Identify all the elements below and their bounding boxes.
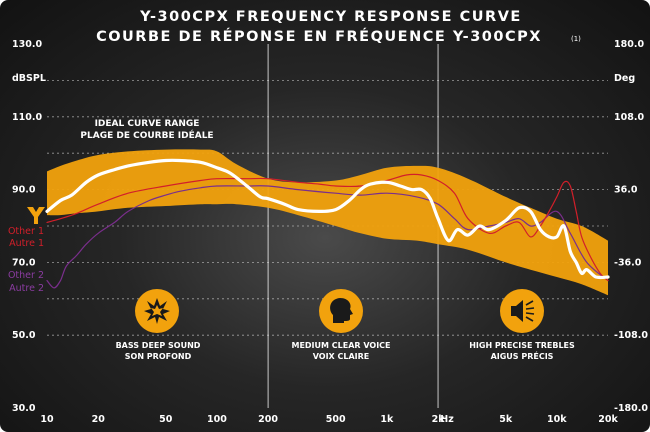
y2-tick-label: 180.0 — [614, 39, 644, 50]
x-tick-label: 100 — [207, 414, 227, 425]
y-axis-unit-right: Deg — [614, 73, 635, 84]
y-tick-label: 130.0 — [12, 39, 42, 50]
ideal-range-label-en: IDEAL CURVE RANGE — [95, 119, 200, 129]
y-tick-label: 30.0 — [12, 403, 36, 414]
y2-tick-label: -180.0 — [614, 403, 648, 414]
y-axis-unit-left: dBSPL — [12, 73, 46, 84]
chart-title-line2: COURBE DE RÉPONSE EN FRÉQUENCE Y-300CPX — [96, 28, 542, 45]
bass-label-en: BASS DEEP SOUND — [116, 341, 201, 350]
y2-tick-label: -36.0 — [614, 257, 642, 268]
y-axis-ticks: 30.0 50.0 70.0 90.0 110.0 130.0 -180.0 -108.0 -3… — [12, 39, 648, 414]
x-axis-ticks: 10 20 50 100 200 500 1k 2k 5k 10k 20k — [40, 414, 618, 425]
bass-label-fr: SON PROFOND — [125, 352, 192, 361]
head-speaking-icon — [330, 298, 353, 323]
medium-label-fr: VOIX CLAIRE — [313, 352, 370, 361]
chart-title-line1: Y-300CPX FREQUENCY RESPONSE CURVE — [139, 9, 522, 25]
x-tick-label: 5k — [499, 414, 513, 425]
speaker-icon — [511, 300, 535, 322]
series-other1 — [46, 173, 609, 282]
x-tick-label: 20k — [598, 414, 618, 425]
series-main-y300cpx — [45, 158, 610, 280]
x-axis-unit: Hz — [440, 414, 454, 425]
x-tick-label: 20 — [92, 414, 106, 425]
explosion-icon — [144, 298, 170, 324]
y2-tick-label: 36.0 — [614, 185, 638, 196]
band-high: HIGH PRECISE TREBLES AIGUS PRÉCIS — [469, 289, 575, 361]
x-tick-label: 50 — [159, 414, 173, 425]
medium-label-en: MEDIUM CLEAR VOICE — [291, 341, 390, 350]
y-tick-label: 50.0 — [12, 330, 36, 341]
x-tick-label: 10k — [547, 414, 567, 425]
y2-tick-label: 108.0 — [614, 112, 644, 123]
x-tick-label: 2k — [432, 414, 446, 425]
ideal-range-area — [47, 149, 608, 296]
y-tick-label: 90.0 — [12, 185, 36, 196]
legend-other1-fr: Autre 1 — [9, 238, 44, 249]
band-medium: MEDIUM CLEAR VOICE VOIX CLAIRE — [291, 289, 391, 361]
y2-tick-label: -108.0 — [614, 330, 648, 341]
legend-other2-en: Other 2 — [8, 270, 44, 281]
series-other2 — [46, 185, 609, 289]
chart-title-note: (1) — [571, 35, 581, 43]
x-tick-label: 500 — [326, 414, 346, 425]
brand-y-icon — [27, 207, 45, 224]
legend-other2-fr: Autre 2 — [9, 283, 44, 294]
legend: Other 1 Autre 1 Other 2 Autre 2 — [8, 207, 45, 294]
legend-other1-en: Other 1 — [8, 226, 44, 237]
y-tick-label: 110.0 — [12, 112, 42, 123]
series-lines — [45, 158, 610, 289]
ideal-range-label-fr: PLAGE DE COURBE IDÉALE — [80, 129, 213, 141]
y-tick-label: 70.0 — [12, 257, 36, 268]
band-bass: BASS DEEP SOUND SON PROFOND — [116, 289, 201, 361]
ideal-range-band — [47, 149, 608, 296]
x-tick-label: 10 — [40, 414, 54, 425]
x-tick-label: 200 — [258, 414, 278, 425]
x-tick-label: 1k — [380, 414, 394, 425]
high-label-fr: AIGUS PRÉCIS — [491, 350, 554, 361]
high-label-en: HIGH PRECISE TREBLES — [469, 341, 575, 350]
